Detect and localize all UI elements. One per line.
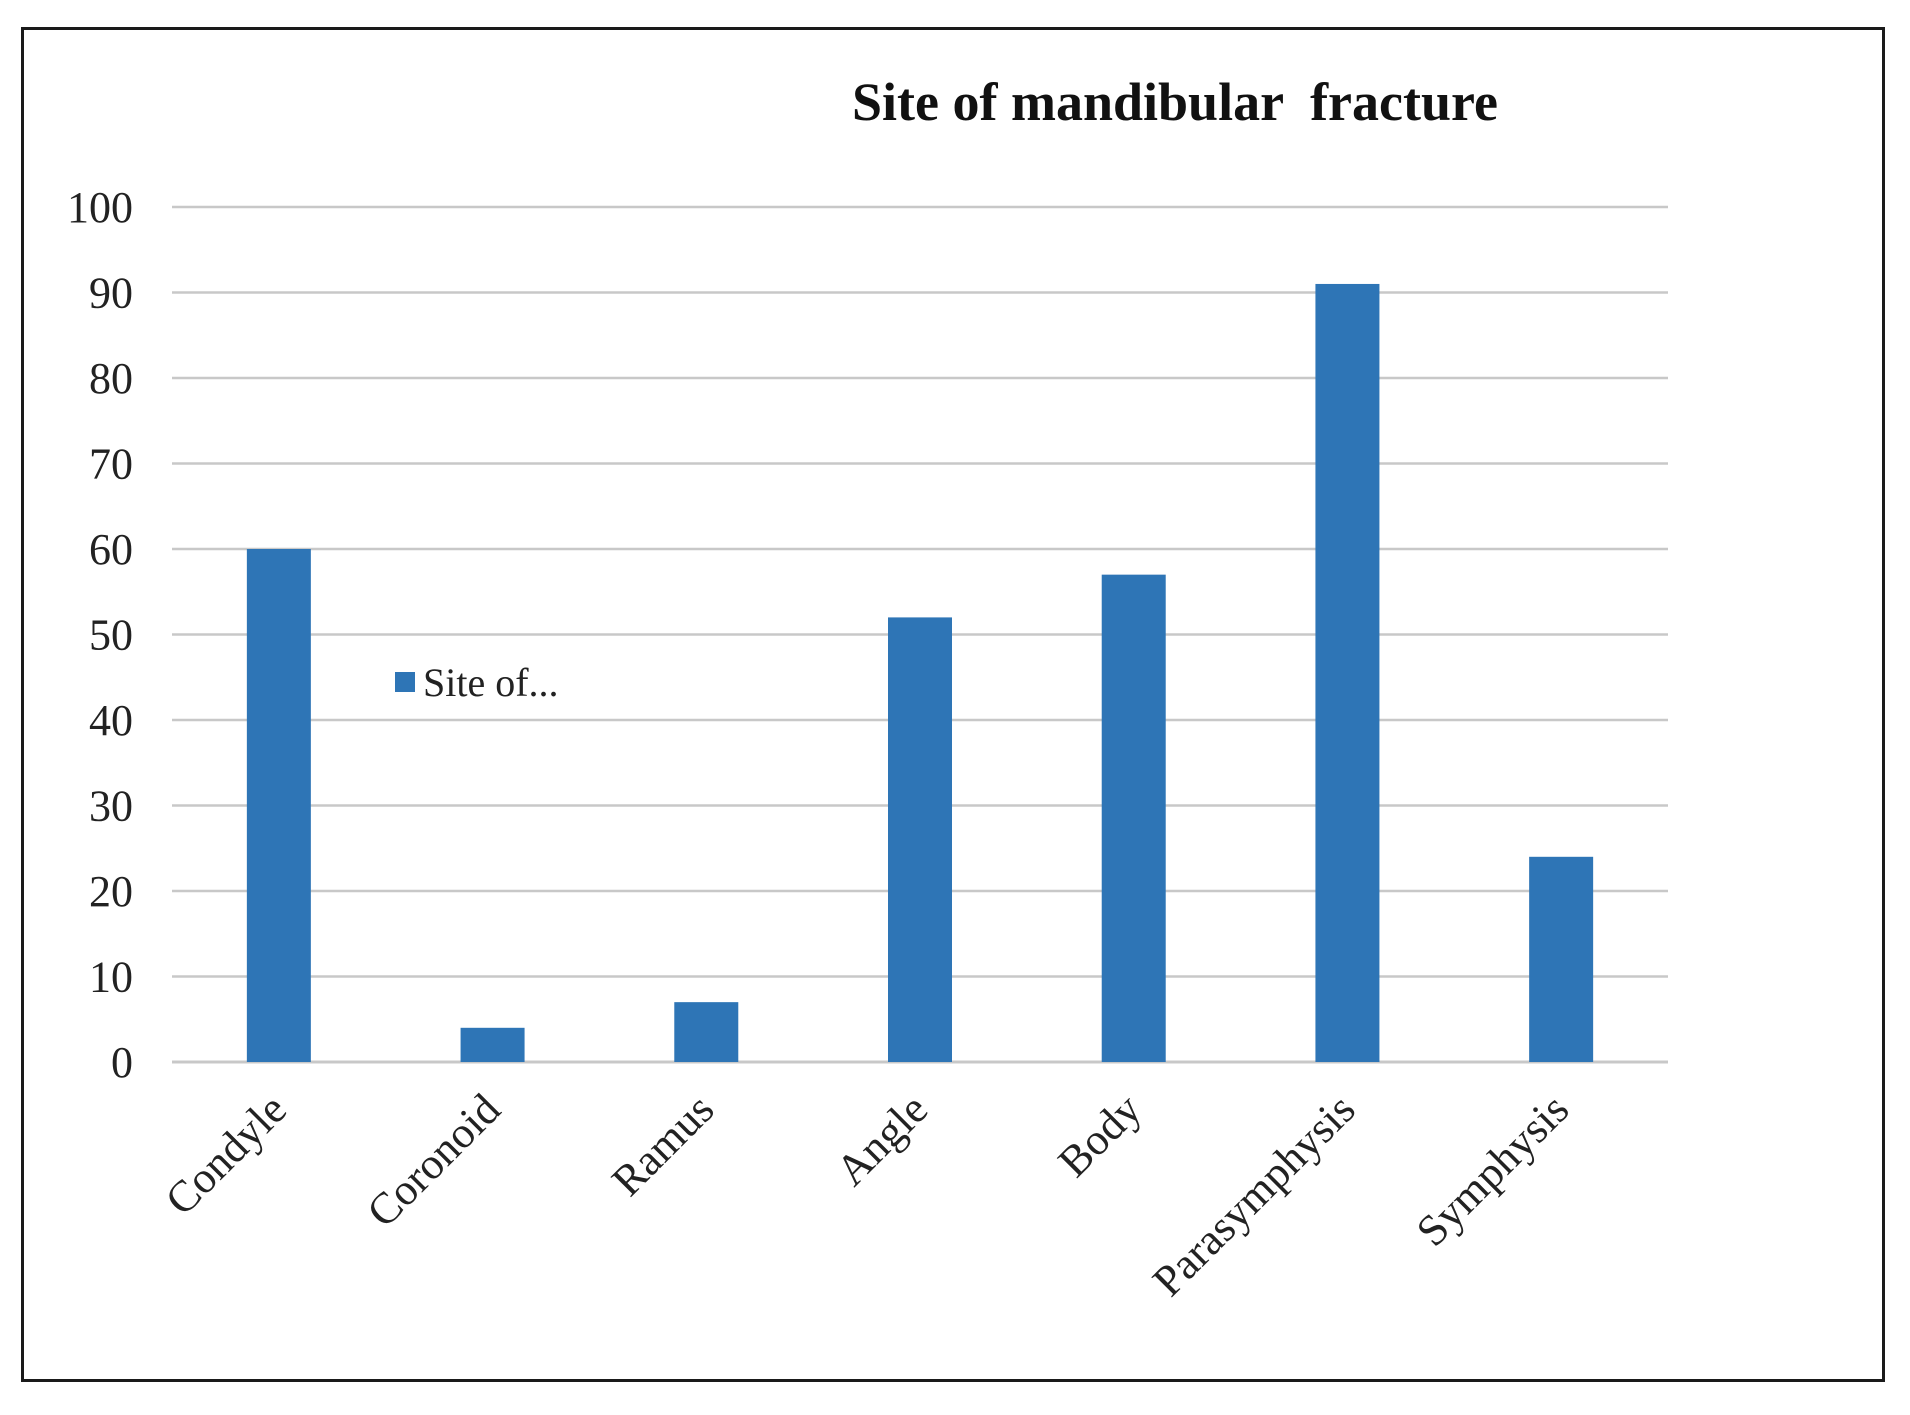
y-tick-label: 50 <box>89 611 133 660</box>
bar-body <box>1101 574 1166 1062</box>
bar-parasymphysis <box>1315 283 1380 1062</box>
y-tick-label: 10 <box>89 953 133 1002</box>
gridlines <box>172 205 1668 1064</box>
bar-angle <box>888 617 952 1062</box>
bar-ramus <box>674 1002 739 1062</box>
x-tick-label-coronoid: Coronoid <box>357 1084 509 1236</box>
y-tick-label: 60 <box>89 525 133 574</box>
legend-swatch <box>395 672 415 692</box>
legend: Site of... <box>395 660 559 705</box>
bar-condyle <box>246 549 311 1062</box>
y-tick-label: 80 <box>89 354 133 403</box>
x-tick-label-parasymphysis: Parasymphysis <box>1143 1084 1364 1305</box>
y-tick-label: 20 <box>89 867 133 916</box>
x-axis-category-labels: Condyle Coronoid Ramus Angle BodyParasymphys… <box>156 1084 1578 1305</box>
x-tick-label-angle: Angle <box>826 1084 937 1195</box>
y-axis-tick-labels: 0 10 20 30 40 50 60 70 80 90 100 <box>67 183 133 1087</box>
x-tick-label-body: Body <box>1049 1084 1151 1186</box>
y-tick-label: 70 <box>89 440 133 489</box>
y-tick-label: 0 <box>111 1038 133 1087</box>
legend-label: Site of... <box>423 660 559 705</box>
x-tick-label-condyle: Condyle <box>156 1084 296 1224</box>
chart-frame <box>21 27 1885 1382</box>
x-tick-label-symphysis: Symphysis <box>1407 1084 1578 1255</box>
bars <box>246 283 1594 1062</box>
y-tick-label: 30 <box>89 782 133 831</box>
x-tick-label-ramus: Ramus <box>602 1084 723 1205</box>
bar-symphysis <box>1529 856 1594 1062</box>
y-tick-label: 90 <box>89 269 133 318</box>
bar-coronoid <box>460 1027 525 1062</box>
chart-title: Site of mandibular fracture <box>852 72 1498 132</box>
y-tick-label: 100 <box>67 183 133 232</box>
y-tick-label: 40 <box>89 696 133 745</box>
